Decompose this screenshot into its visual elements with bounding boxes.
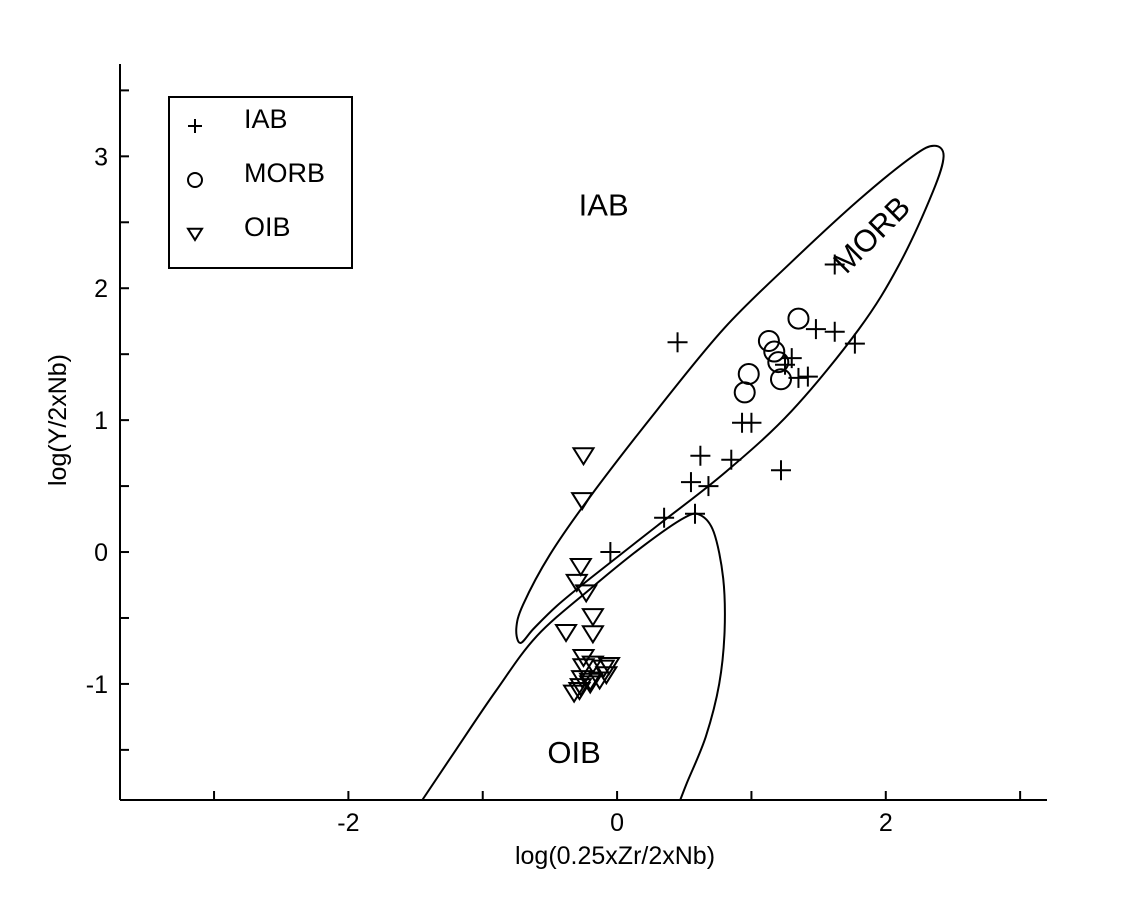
- iab-point: [698, 476, 719, 497]
- oib-point: [567, 682, 592, 701]
- oib-point: [564, 573, 589, 593]
- oib-point: [570, 492, 594, 511]
- oib-point: [574, 584, 598, 604]
- x-tick-label: 0: [610, 809, 624, 837]
- iab-point: [770, 460, 791, 481]
- oib-point: [571, 649, 596, 668]
- series-oib: [554, 447, 621, 704]
- iab-point: [805, 319, 826, 340]
- iab-point: [690, 445, 711, 466]
- morb-point: [733, 381, 756, 404]
- oib-point: [591, 659, 616, 679]
- y-tick-label: -1: [86, 671, 108, 699]
- oib-point: [581, 625, 605, 645]
- legend-label-oib: OIB: [244, 212, 291, 242]
- y-tick-label: 2: [94, 275, 108, 303]
- region-label-morb: MORB: [826, 189, 917, 280]
- oib-point: [581, 655, 605, 675]
- y-tick-label: 3: [94, 143, 108, 171]
- region-label-oib: OIB: [547, 735, 600, 770]
- y-ticks: -1 0 1 2 3: [86, 89, 129, 751]
- iab-point: [824, 321, 845, 342]
- iab-point: [667, 332, 688, 353]
- morb-point: [769, 368, 792, 391]
- oib-point: [581, 608, 605, 628]
- morb-point: [763, 340, 786, 363]
- y-tick-label: 1: [94, 407, 108, 435]
- iab-point: [721, 449, 742, 470]
- oib-point: [562, 684, 586, 704]
- legend-marker-iab: [188, 119, 202, 133]
- iab-point: [685, 503, 706, 524]
- morb-point: [737, 362, 760, 385]
- iab-point: [680, 472, 701, 493]
- iab-point: [741, 412, 762, 433]
- iab-point: [844, 333, 865, 354]
- iab-point: [797, 366, 818, 387]
- x-tick-label: 2: [879, 809, 893, 837]
- legend-marker-oib: [186, 227, 204, 242]
- series-morb: [733, 307, 810, 404]
- oib-point: [554, 623, 578, 643]
- region-label-iab: IAB: [579, 188, 629, 223]
- morb-point: [787, 307, 810, 330]
- y-tick-label: 0: [94, 539, 108, 567]
- oib-point: [571, 447, 596, 467]
- x-ticks: -2 0 2: [213, 791, 1022, 837]
- oib-point: [578, 675, 603, 695]
- data-markers: [554, 254, 865, 704]
- axes: -2 0 2 -1 0 1 2 3: [86, 64, 1047, 837]
- oib-point: [597, 656, 621, 676]
- iab-point: [781, 348, 802, 369]
- x-axis-title: log(0.25xZr/2xNb): [515, 842, 715, 870]
- iab-point: [654, 507, 675, 528]
- legend: IAB MORB OIB: [168, 96, 353, 269]
- series-iab: [600, 254, 865, 563]
- morb-point: [757, 329, 780, 352]
- legend-marker-morb: [187, 172, 203, 188]
- oib-point: [569, 558, 593, 577]
- x-tick-label: -2: [337, 809, 359, 837]
- iab-point: [824, 254, 845, 275]
- legend-label-morb: MORB: [244, 158, 325, 188]
- y-axis-title: log(Y/2xNb): [44, 354, 72, 486]
- legend-label-iab: IAB: [244, 104, 288, 134]
- legend-items: IAB MORB OIB: [186, 104, 325, 242]
- morb-point: [767, 351, 790, 374]
- oib-point: [594, 666, 619, 686]
- iab-point: [600, 542, 621, 563]
